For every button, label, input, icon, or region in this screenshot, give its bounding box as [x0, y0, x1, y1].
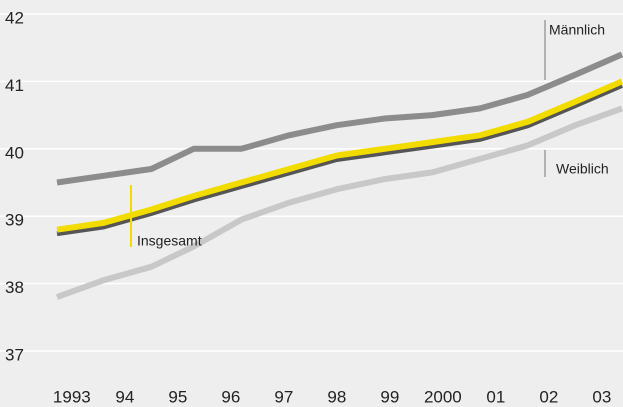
y-tick-label: 38	[5, 278, 24, 297]
y-tick-label: 37	[5, 345, 24, 364]
y-tick-label: 40	[5, 143, 24, 162]
y-tick-label: 39	[5, 211, 24, 230]
x-tick-label: 02	[539, 387, 558, 406]
series-line	[55, 105, 623, 300]
x-tick-label: 97	[274, 387, 293, 406]
series-label: Männlich	[549, 22, 605, 38]
series-label: Insgesamt	[137, 233, 202, 249]
x-tick-label: 03	[592, 387, 611, 406]
series-line	[56, 78, 623, 233]
x-tick-label: 95	[168, 387, 187, 406]
x-tick-label: 96	[221, 387, 240, 406]
x-tick-label: 99	[380, 387, 399, 406]
x-tick-label: 01	[486, 387, 505, 406]
x-tick-label: 1993	[53, 387, 91, 406]
series-line	[56, 51, 623, 186]
x-tick-label: 94	[115, 387, 134, 406]
series-label: Weiblich	[556, 161, 609, 177]
y-tick-label: 42	[5, 8, 24, 27]
x-tick-label: 2000	[424, 387, 462, 406]
y-tick-label: 41	[5, 76, 24, 95]
line-shadow	[56, 83, 623, 237]
x-tick-label: 98	[327, 387, 346, 406]
